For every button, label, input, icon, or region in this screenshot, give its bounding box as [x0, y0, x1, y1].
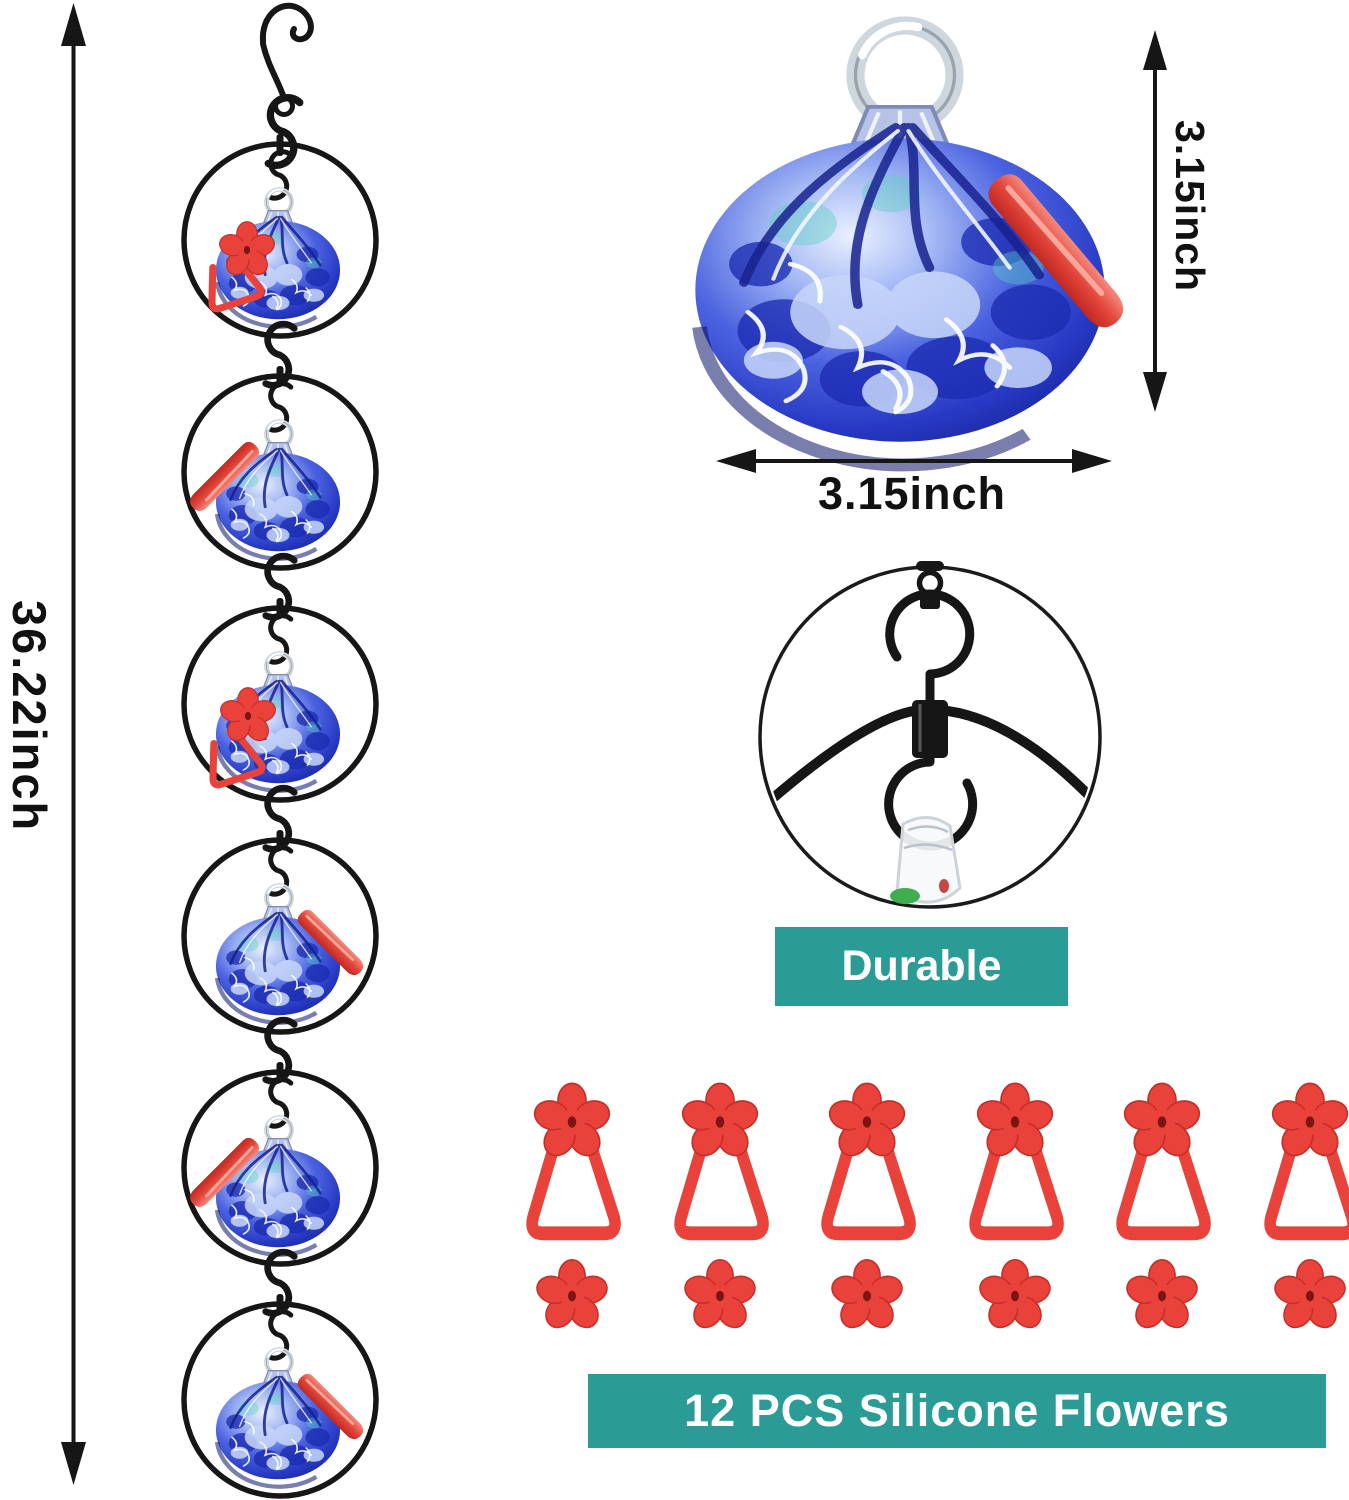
feeder-unit — [181, 134, 379, 339]
glass-ball — [695, 107, 1104, 465]
ball-width-arrow — [716, 449, 1112, 473]
feeder-chain — [181, 2, 379, 1499]
silicone-flowers-banner: 12 PCS Silicone Flowers — [588, 1374, 1326, 1448]
arrow-right-icon — [1072, 449, 1112, 473]
flower-with-ring — [1121, 1082, 1205, 1233]
feeder-unit — [181, 1020, 379, 1267]
feeder-ring — [181, 373, 379, 571]
hook-detail — [758, 561, 1102, 909]
feeder-unit — [181, 788, 379, 1035]
durable-badge: Durable — [775, 927, 1068, 1006]
silicone-flower — [680, 1258, 760, 1334]
flowers-with-rings-row — [531, 1082, 1349, 1233]
top-hanger-hook — [259, 2, 314, 166]
arrow-down-icon — [61, 1442, 86, 1485]
hook-collar — [912, 700, 948, 758]
ball-width-label: 3.15inch — [817, 468, 1007, 519]
feeder-ring — [181, 141, 379, 339]
silicone-flower — [975, 1258, 1055, 1334]
flower-with-ring — [1269, 1082, 1349, 1233]
flower-with-ring — [974, 1082, 1058, 1233]
feeder-ball-closeup — [695, 25, 1130, 464]
silicone-flower — [827, 1258, 907, 1334]
flower-with-ring — [679, 1082, 763, 1233]
feeder-unit — [181, 556, 379, 803]
feeder-ring — [181, 1301, 379, 1499]
silicone-flower — [1270, 1258, 1349, 1334]
feeder-unit — [181, 1252, 379, 1499]
flower-with-ring — [531, 1082, 615, 1233]
chain-height-arrow — [61, 3, 86, 1485]
feeder-ring — [181, 605, 379, 803]
s-hook-icon — [885, 589, 975, 679]
ball-height-label: 3.15inch — [1167, 120, 1213, 293]
feeder-ring — [181, 1069, 379, 1267]
flower-with-ring — [826, 1082, 910, 1233]
arrow-up-icon — [61, 3, 86, 46]
arrow-left-icon — [716, 449, 756, 473]
flowers-row — [532, 1258, 1349, 1334]
chain-height-label: 36.22inch — [3, 600, 56, 833]
arrow-down-icon — [1143, 372, 1167, 412]
silicone-flower — [532, 1258, 612, 1334]
arrow-up-icon — [1143, 30, 1167, 70]
feeder-unit — [181, 324, 379, 571]
feeder-ring — [181, 837, 379, 1035]
ball-height-arrow — [1143, 30, 1167, 412]
silicone-flower — [1122, 1258, 1202, 1334]
